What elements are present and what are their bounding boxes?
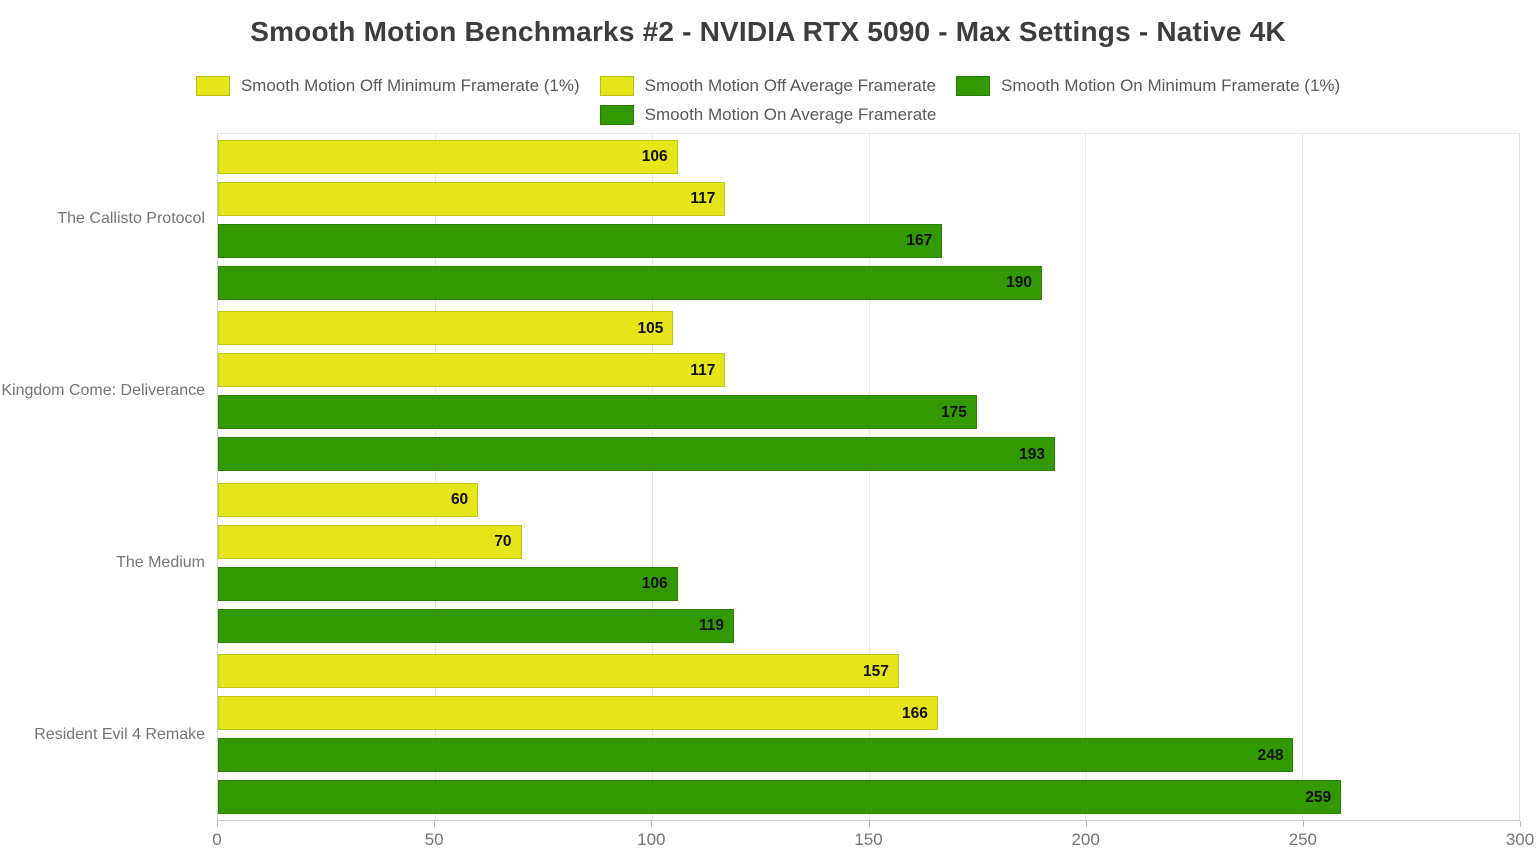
legend-label: Smooth Motion Off Average Framerate xyxy=(644,75,937,95)
bar: 175 xyxy=(218,395,977,430)
chart-title: Smooth Motion Benchmarks #2 - NVIDIA RTX… xyxy=(250,16,1286,47)
bar-row: 166 xyxy=(218,696,1519,731)
x-tick-label: 300 xyxy=(1505,830,1535,849)
bar: 193 xyxy=(218,437,1055,472)
bar-value-label: 106 xyxy=(641,575,668,592)
bar-value-label: 175 xyxy=(941,403,967,421)
bar-value-label: 259 xyxy=(1305,788,1332,806)
bar-value-label: 167 xyxy=(906,232,933,249)
x-tick-label: 100 xyxy=(637,830,666,849)
x-tick-label: 150 xyxy=(854,830,883,849)
bar-value-label: 248 xyxy=(1257,746,1284,764)
bar: 166 xyxy=(218,696,938,731)
legend: Smooth Motion Off Minimum Framerate (1%)… xyxy=(0,71,1536,129)
bar-group: 157 166 248 259 xyxy=(218,649,1519,821)
bar-value-label: 70 xyxy=(494,533,512,550)
bar-row: 248 xyxy=(218,738,1519,773)
gridline xyxy=(651,134,653,820)
tick-mark xyxy=(217,821,218,827)
legend-label: Smooth Motion On Average Framerate xyxy=(644,104,937,124)
bar-row: 117 xyxy=(218,353,1519,388)
category-label: The Medium xyxy=(116,554,205,571)
category-label: The Callisto Protocol xyxy=(57,210,205,227)
tick-mark xyxy=(434,821,436,827)
bar-value-label: 193 xyxy=(1019,445,1045,463)
bar-row: 193 xyxy=(218,437,1519,472)
bar: 117 xyxy=(218,181,726,216)
bar-group: 105 117 175 193 xyxy=(218,306,1519,478)
gridline xyxy=(868,134,870,820)
legend-item: Smooth Motion On Average Framerate xyxy=(599,104,937,125)
bar-value-label: 106 xyxy=(641,148,668,165)
bar: 117 xyxy=(218,353,726,388)
legend-item: Smooth Motion Off Average Framerate xyxy=(599,75,937,96)
x-tick-label: 250 xyxy=(1288,830,1318,849)
bar-row: 175 xyxy=(218,395,1519,430)
bar-value-label: 117 xyxy=(690,361,716,379)
bar-row: 105 xyxy=(218,311,1519,346)
bar-row: 60 xyxy=(218,482,1519,517)
bar: 167 xyxy=(218,223,943,258)
bar-row: 167 xyxy=(218,223,1519,258)
bar-row: 119 xyxy=(218,608,1519,643)
tick-mark xyxy=(651,821,653,827)
legend-row: Smooth Motion On Average Framerate xyxy=(0,100,1536,129)
bar-value-label: 60 xyxy=(450,491,469,508)
legend-item: Smooth Motion On Minimum Framerate (1%) xyxy=(956,75,1341,96)
category-label: Kingdom Come: Deliverance xyxy=(1,382,205,399)
bar-row: 70 xyxy=(218,524,1519,559)
plot-area: 106 117 167 190 105 117 175 193 60 70 106 119 157 166… xyxy=(217,133,1520,821)
bar-group: 60 70 106 119 xyxy=(218,477,1519,649)
x-tick-label: 200 xyxy=(1071,830,1100,849)
legend-row: Smooth Motion Off Minimum Framerate (1%)… xyxy=(0,71,1536,100)
bar-row: 106 xyxy=(218,139,1519,174)
bar-value-label: 119 xyxy=(699,617,725,634)
category-label: Resident Evil 4 Remake xyxy=(34,726,205,743)
legend-swatch-icon xyxy=(599,104,634,125)
bar: 190 xyxy=(218,265,1042,300)
tick-mark xyxy=(1520,821,1521,827)
bar-value-label: 166 xyxy=(902,704,928,722)
bar: 60 xyxy=(218,482,479,517)
legend-swatch-icon xyxy=(195,75,230,96)
bar: 106 xyxy=(218,566,678,601)
x-tick-label: 50 xyxy=(424,830,444,849)
legend-item: Smooth Motion Off Minimum Framerate (1%) xyxy=(195,75,580,96)
tick-mark xyxy=(1302,821,1304,827)
tick-mark xyxy=(1085,821,1087,827)
gridline xyxy=(434,134,436,820)
legend-label: Smooth Motion Off Minimum Framerate (1%) xyxy=(240,75,580,95)
bar: 105 xyxy=(218,311,674,346)
bar: 259 xyxy=(218,780,1342,815)
category-axis: The Callisto Protocol Kingdom Come: Deliv… xyxy=(0,133,205,821)
bar-value-label: 105 xyxy=(637,319,664,337)
x-tick-label: 0 xyxy=(212,830,222,849)
bar-row: 190 xyxy=(218,265,1519,300)
gridline xyxy=(1085,134,1087,820)
legend-label: Smooth Motion On Minimum Framerate (1%) xyxy=(1001,75,1341,95)
bar-value-label: 157 xyxy=(862,662,889,680)
legend-swatch-icon xyxy=(956,75,991,96)
bar-row: 106 xyxy=(218,566,1519,601)
bar: 119 xyxy=(218,608,735,643)
bar-value-label: 117 xyxy=(690,190,716,207)
bar: 157 xyxy=(218,654,899,689)
bar-group: 106 117 167 190 xyxy=(218,134,1519,306)
legend-swatch-icon xyxy=(599,75,634,96)
bar: 70 xyxy=(218,524,522,559)
bar: 248 xyxy=(218,738,1294,773)
tick-mark xyxy=(868,821,870,827)
bar-row: 117 xyxy=(218,181,1519,216)
bar-row: 157 xyxy=(218,654,1519,689)
gridline xyxy=(1302,134,1304,820)
x-axis: 0 50 100 150 200 250 300 xyxy=(212,821,1534,855)
bar: 106 xyxy=(218,139,678,174)
bar-row: 259 xyxy=(218,780,1519,815)
bar-value-label: 190 xyxy=(1006,274,1032,291)
